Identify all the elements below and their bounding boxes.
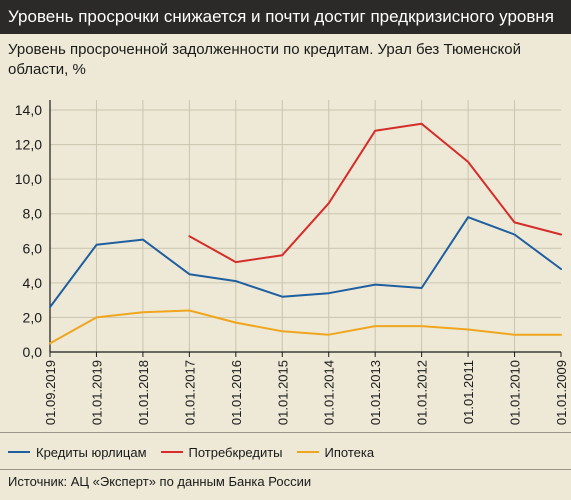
legend-divider: [0, 432, 571, 433]
legend-label-corporate: Кредиты юрлицам: [36, 444, 147, 460]
y-tick-label: 0,0: [23, 344, 43, 360]
x-tick-label: 01.01.2013: [368, 360, 383, 425]
y-tick-label: 2,0: [23, 309, 43, 325]
y-tick-label: 8,0: [23, 206, 43, 222]
legend-swatch-consumer: [160, 451, 183, 453]
legend-item-corporate: Кредиты юрлицам: [8, 445, 147, 460]
y-tick-label: 6,0: [23, 240, 43, 256]
y-tick-labels: 0,0 2,0 4,0 6,0 8,0 10,0 12,0 14,0: [15, 102, 42, 360]
x-tick-label: 01.01.2016: [229, 360, 244, 425]
legend-item-consumer: Потребкредиты: [160, 444, 283, 460]
y-tick-label: 14,0: [15, 102, 42, 118]
legend: Кредиты юрлицам Потребкредиты Ипотека: [8, 443, 388, 461]
x-tick-label: 01.01.2010: [508, 360, 523, 425]
x-tick-label: 01.09.2019: [43, 360, 58, 425]
x-tick-labels: 01.09.2019 01.01.2019 01.01.2018 01.01.2017…: [43, 360, 569, 425]
source-divider: [0, 469, 571, 470]
series-line-mortgage: [49, 309, 562, 345]
x-tick-label: 01.01.2015: [275, 360, 290, 425]
source-note: Источник: АЦ «Эксперт» по данным Банка Р…: [8, 474, 312, 489]
x-tick-label: 01.01.2009: [554, 360, 569, 425]
series-line-corporate: [49, 216, 562, 309]
chart-subtitle: Уровень просроченной задолженности по кр…: [8, 41, 521, 78]
grid-lines: [50, 100, 561, 352]
chart-title: Уровень просрочки снижается и почти дост…: [0, 0, 571, 34]
series-line-consumer: [188, 122, 562, 264]
x-tick-label: 01.01.2011: [461, 360, 476, 424]
y-tick-label: 4,0: [23, 275, 43, 291]
legend-swatch-corporate: [8, 451, 30, 453]
y-tick-label: 10,0: [15, 171, 42, 187]
x-tick-label: 01.01.2014: [322, 360, 337, 425]
x-tick-label: 01.01.2012: [415, 360, 430, 425]
legend-label-consumer: Потребкредиты: [188, 444, 283, 460]
legend-swatch-mortgage: [296, 451, 319, 453]
y-tick-label: 12,0: [15, 137, 42, 153]
legend-label-mortgage: Ипотека: [324, 444, 375, 460]
x-tick-label: 01.01.2017: [182, 360, 197, 425]
x-tick-label: 01.01.2018: [136, 360, 151, 425]
legend-item-mortgage: Ипотека: [296, 444, 375, 460]
series-lines: [49, 122, 562, 345]
x-tick-label: 01.01.2019: [89, 360, 104, 425]
line-chart: 0,02,04,06,08,010,012,014,0 01.09.2019 01…: [15, 100, 569, 425]
axes: [49, 100, 562, 357]
